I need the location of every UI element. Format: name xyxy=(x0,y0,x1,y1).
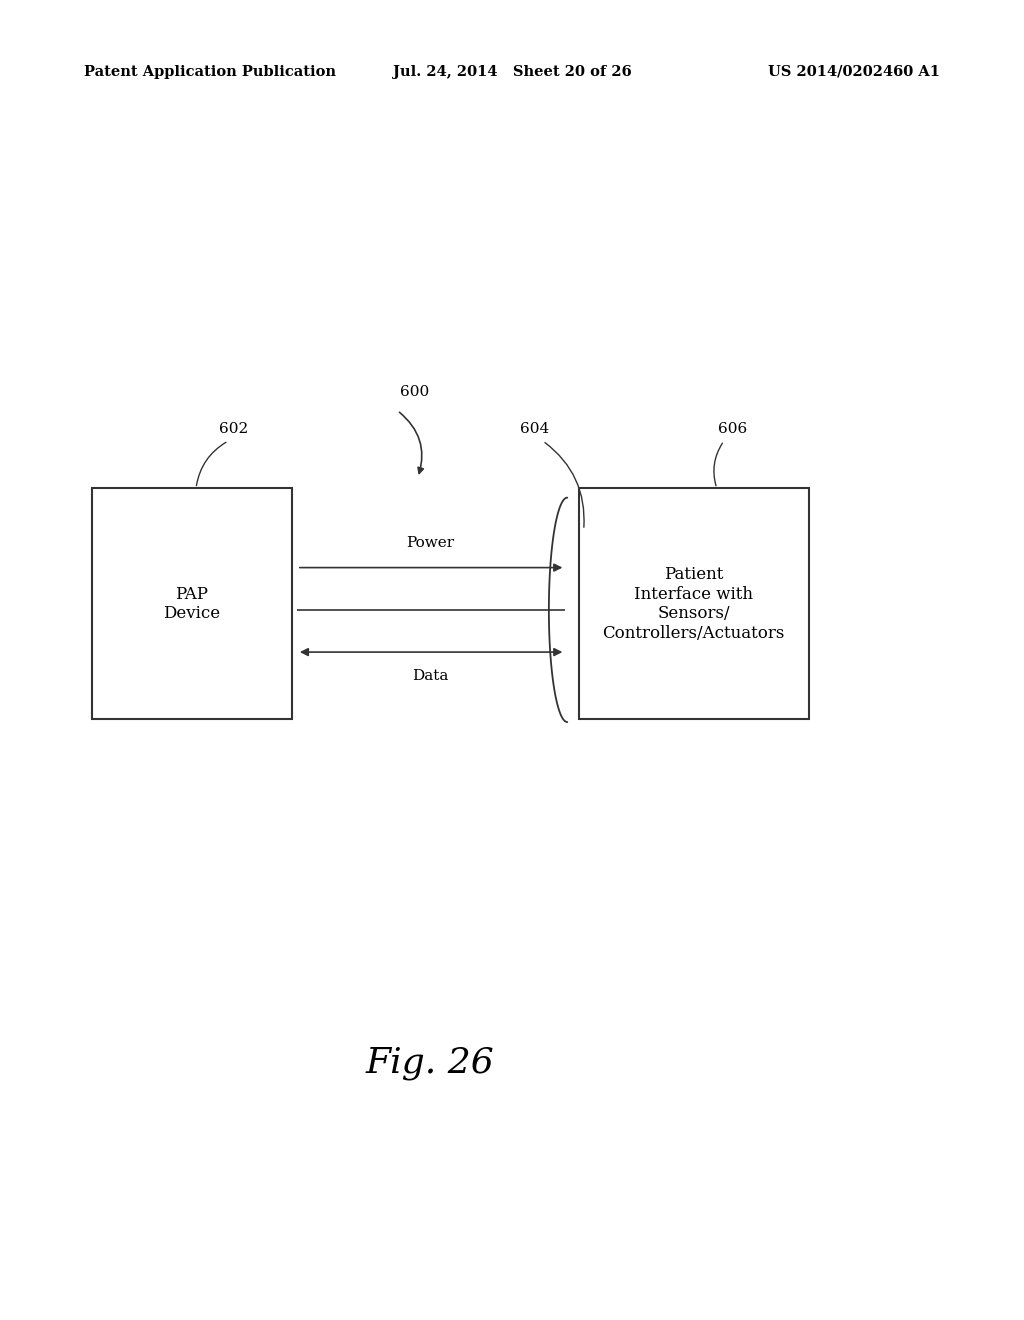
Text: Data: Data xyxy=(412,669,449,684)
Text: Patent Application Publication: Patent Application Publication xyxy=(84,65,336,79)
Text: 600: 600 xyxy=(400,384,429,399)
Text: PAP
Device: PAP Device xyxy=(164,586,220,622)
Text: Patient
Interface with
Sensors/
Controllers/Actuators: Patient Interface with Sensors/ Controll… xyxy=(602,566,785,642)
Text: 604: 604 xyxy=(520,421,549,436)
Text: US 2014/0202460 A1: US 2014/0202460 A1 xyxy=(768,65,940,79)
Text: Jul. 24, 2014   Sheet 20 of 26: Jul. 24, 2014 Sheet 20 of 26 xyxy=(392,65,632,79)
Bar xyxy=(579,488,809,719)
Text: 602: 602 xyxy=(219,421,248,436)
Text: Power: Power xyxy=(407,536,454,550)
Text: 606: 606 xyxy=(718,421,746,436)
Text: Fig. 26: Fig. 26 xyxy=(366,1045,495,1080)
Bar xyxy=(92,488,292,719)
